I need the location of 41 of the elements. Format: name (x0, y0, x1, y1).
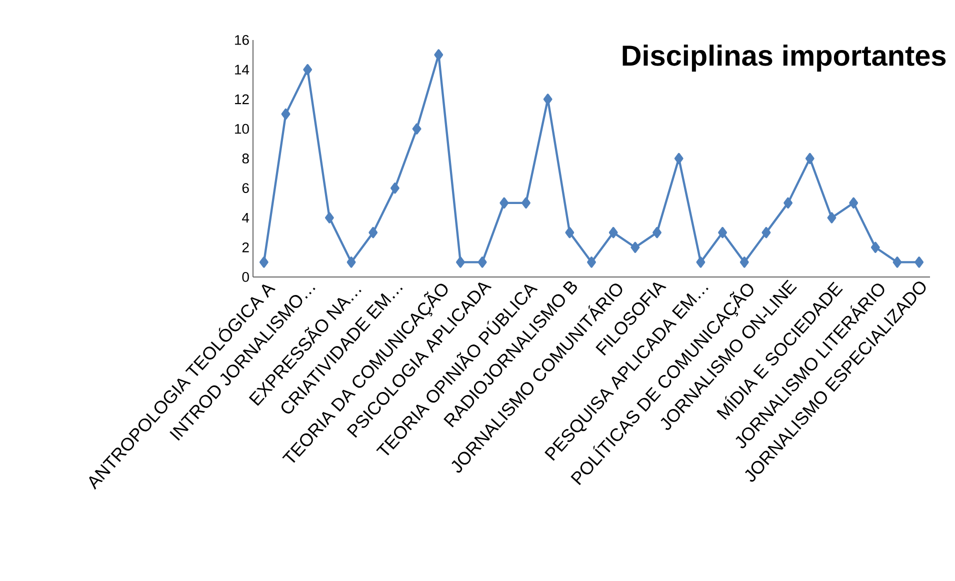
point (346, 256, 356, 268)
point (281, 108, 290, 120)
point (740, 256, 749, 268)
y-tick-label: 10 (235, 124, 249, 134)
point (827, 212, 836, 224)
point (805, 152, 814, 164)
y-tick-label: 8 (242, 154, 249, 164)
point (522, 197, 530, 209)
y-tick-label: 2 (242, 242, 249, 252)
y-tick-label: 6 (242, 183, 249, 194)
point (303, 64, 312, 76)
y-tick-label: 0 (242, 272, 249, 282)
y-tick-label: 16 (235, 35, 249, 45)
y-tick-label: 12 (235, 94, 249, 104)
point (543, 94, 552, 105)
chart-title: Disciplinas importantes (622, 44, 946, 72)
point (500, 197, 509, 209)
point (390, 182, 400, 194)
point (368, 226, 378, 238)
point (914, 256, 924, 268)
point (849, 197, 858, 209)
point (478, 256, 487, 268)
point (784, 197, 793, 209)
point (412, 123, 422, 134)
point (259, 256, 268, 268)
point (892, 256, 902, 268)
y-tick-label: 4 (242, 212, 250, 223)
point (870, 242, 880, 253)
point (324, 212, 334, 224)
point (434, 49, 444, 60)
y-tick-label: 14 (235, 64, 250, 74)
point (674, 152, 684, 164)
point (630, 242, 640, 253)
point (696, 256, 706, 268)
point (762, 226, 771, 238)
point (565, 226, 574, 238)
point (652, 226, 662, 238)
point (587, 256, 596, 268)
point (456, 256, 465, 268)
point (608, 226, 618, 238)
point (718, 226, 727, 238)
